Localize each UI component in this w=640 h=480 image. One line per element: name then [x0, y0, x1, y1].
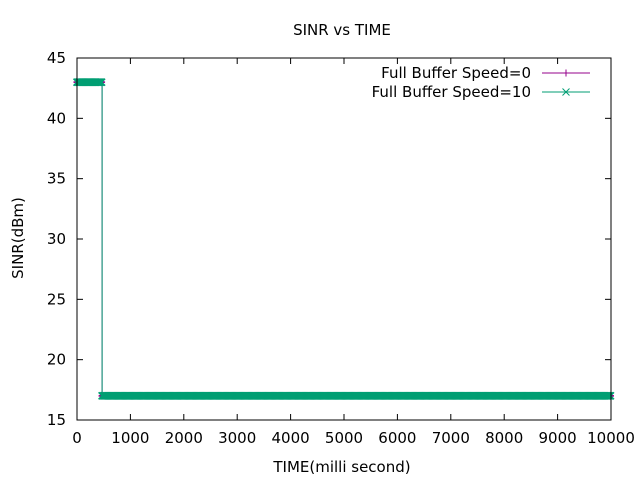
y-tick-label: 45 — [47, 49, 66, 67]
x-tick-label: 8000 — [485, 429, 523, 447]
y-tick-label: 20 — [47, 351, 66, 369]
y-tick-label: 25 — [47, 290, 66, 308]
x-tick-label: 5000 — [325, 429, 363, 447]
y-tick-label: 40 — [47, 109, 66, 127]
x-tick-label: 2000 — [165, 429, 203, 447]
x-tick-label: 0 — [72, 429, 82, 447]
x-tick-label: 7000 — [432, 429, 470, 447]
series-1 — [73, 78, 614, 400]
y-axis-label: SINR(dBm) — [9, 197, 27, 279]
x-tick-label: 10000 — [587, 429, 635, 447]
y-tick-label: 30 — [47, 230, 66, 248]
legend-label: Full Buffer Speed=10 — [372, 83, 531, 101]
series-markers — [73, 78, 614, 400]
series-line — [77, 81, 611, 397]
x-tick-label: 4000 — [272, 429, 310, 447]
legend-entry: Full Buffer Speed=0 — [381, 64, 590, 82]
legend-label: Full Buffer Speed=0 — [381, 64, 531, 82]
series-markers — [72, 78, 615, 400]
x-tick-label: 3000 — [218, 429, 256, 447]
chart-title: SINR vs TIME — [293, 21, 391, 39]
series-layer — [72, 78, 615, 400]
x-tick-label: 1000 — [111, 429, 149, 447]
y-tick-label: 15 — [47, 411, 66, 429]
legend-marker — [562, 69, 570, 77]
plot-frame — [76, 57, 612, 421]
y-tick-label: 35 — [47, 170, 66, 188]
x-tick-label: 9000 — [539, 429, 577, 447]
legend-entry: Full Buffer Speed=10 — [372, 83, 590, 101]
legend-marker — [562, 88, 570, 96]
x-tick-label: 6000 — [378, 429, 416, 447]
x-axis-label: TIME(milli second) — [272, 458, 410, 476]
axis-layer: 0 1000 2000 3000 4000 5000 6000 7000 8000 9000 100… — [47, 49, 635, 447]
series-line — [77, 81, 611, 397]
series-2 — [72, 78, 615, 400]
